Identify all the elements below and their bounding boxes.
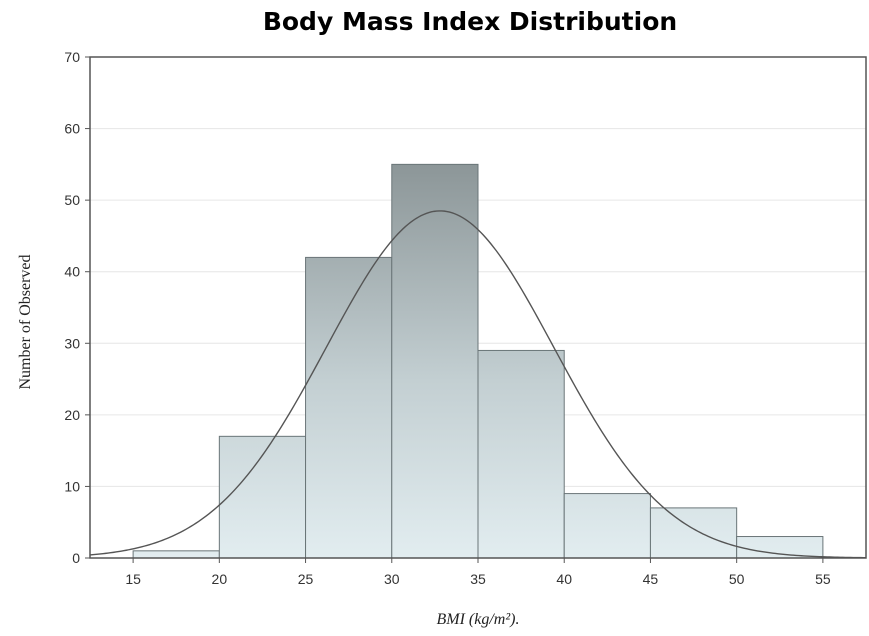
normal-curve — [89, 210, 867, 559]
y-axis-ticks: 0 10 20 30 40 50 60 70 — [64, 49, 90, 566]
y-tick-label: 0 — [72, 550, 80, 566]
histogram-bar — [391, 163, 479, 559]
y-tick-label: 60 — [64, 121, 80, 137]
x-tick-label: 35 — [470, 571, 486, 587]
y-axis-label: Number of Observed — [17, 254, 34, 389]
x-tick-label: 15 — [125, 571, 141, 587]
normal-curve-layer — [89, 210, 867, 559]
histogram-bar — [305, 256, 393, 559]
x-tick-label: 30 — [384, 571, 400, 587]
x-axis-label: BMI (kg/m²). — [437, 611, 520, 628]
chart-title: Body Mass Index Distribution — [263, 7, 677, 36]
histogram-bars — [132, 163, 824, 559]
x-axis-ticks: 15 20 25 30 35 40 45 50 55 — [125, 558, 831, 587]
y-tick-label: 40 — [64, 264, 80, 280]
histogram-bar — [132, 550, 220, 559]
y-tick-label: 30 — [64, 335, 80, 351]
x-tick-label: 55 — [815, 571, 831, 587]
histogram-bar — [477, 349, 565, 559]
x-tick-label: 45 — [643, 571, 659, 587]
x-tick-label: 40 — [556, 571, 572, 587]
x-tick-label: 20 — [212, 571, 228, 587]
y-tick-label: 20 — [64, 407, 80, 423]
histogram-bar — [736, 536, 824, 559]
histogram-bar — [563, 493, 651, 559]
y-tick-label: 10 — [64, 478, 80, 494]
histogram-bar — [649, 507, 738, 559]
y-tick-label: 50 — [64, 192, 80, 208]
y-tick-label: 70 — [64, 49, 80, 65]
x-tick-label: 50 — [729, 571, 745, 587]
x-tick-label: 25 — [298, 571, 314, 587]
